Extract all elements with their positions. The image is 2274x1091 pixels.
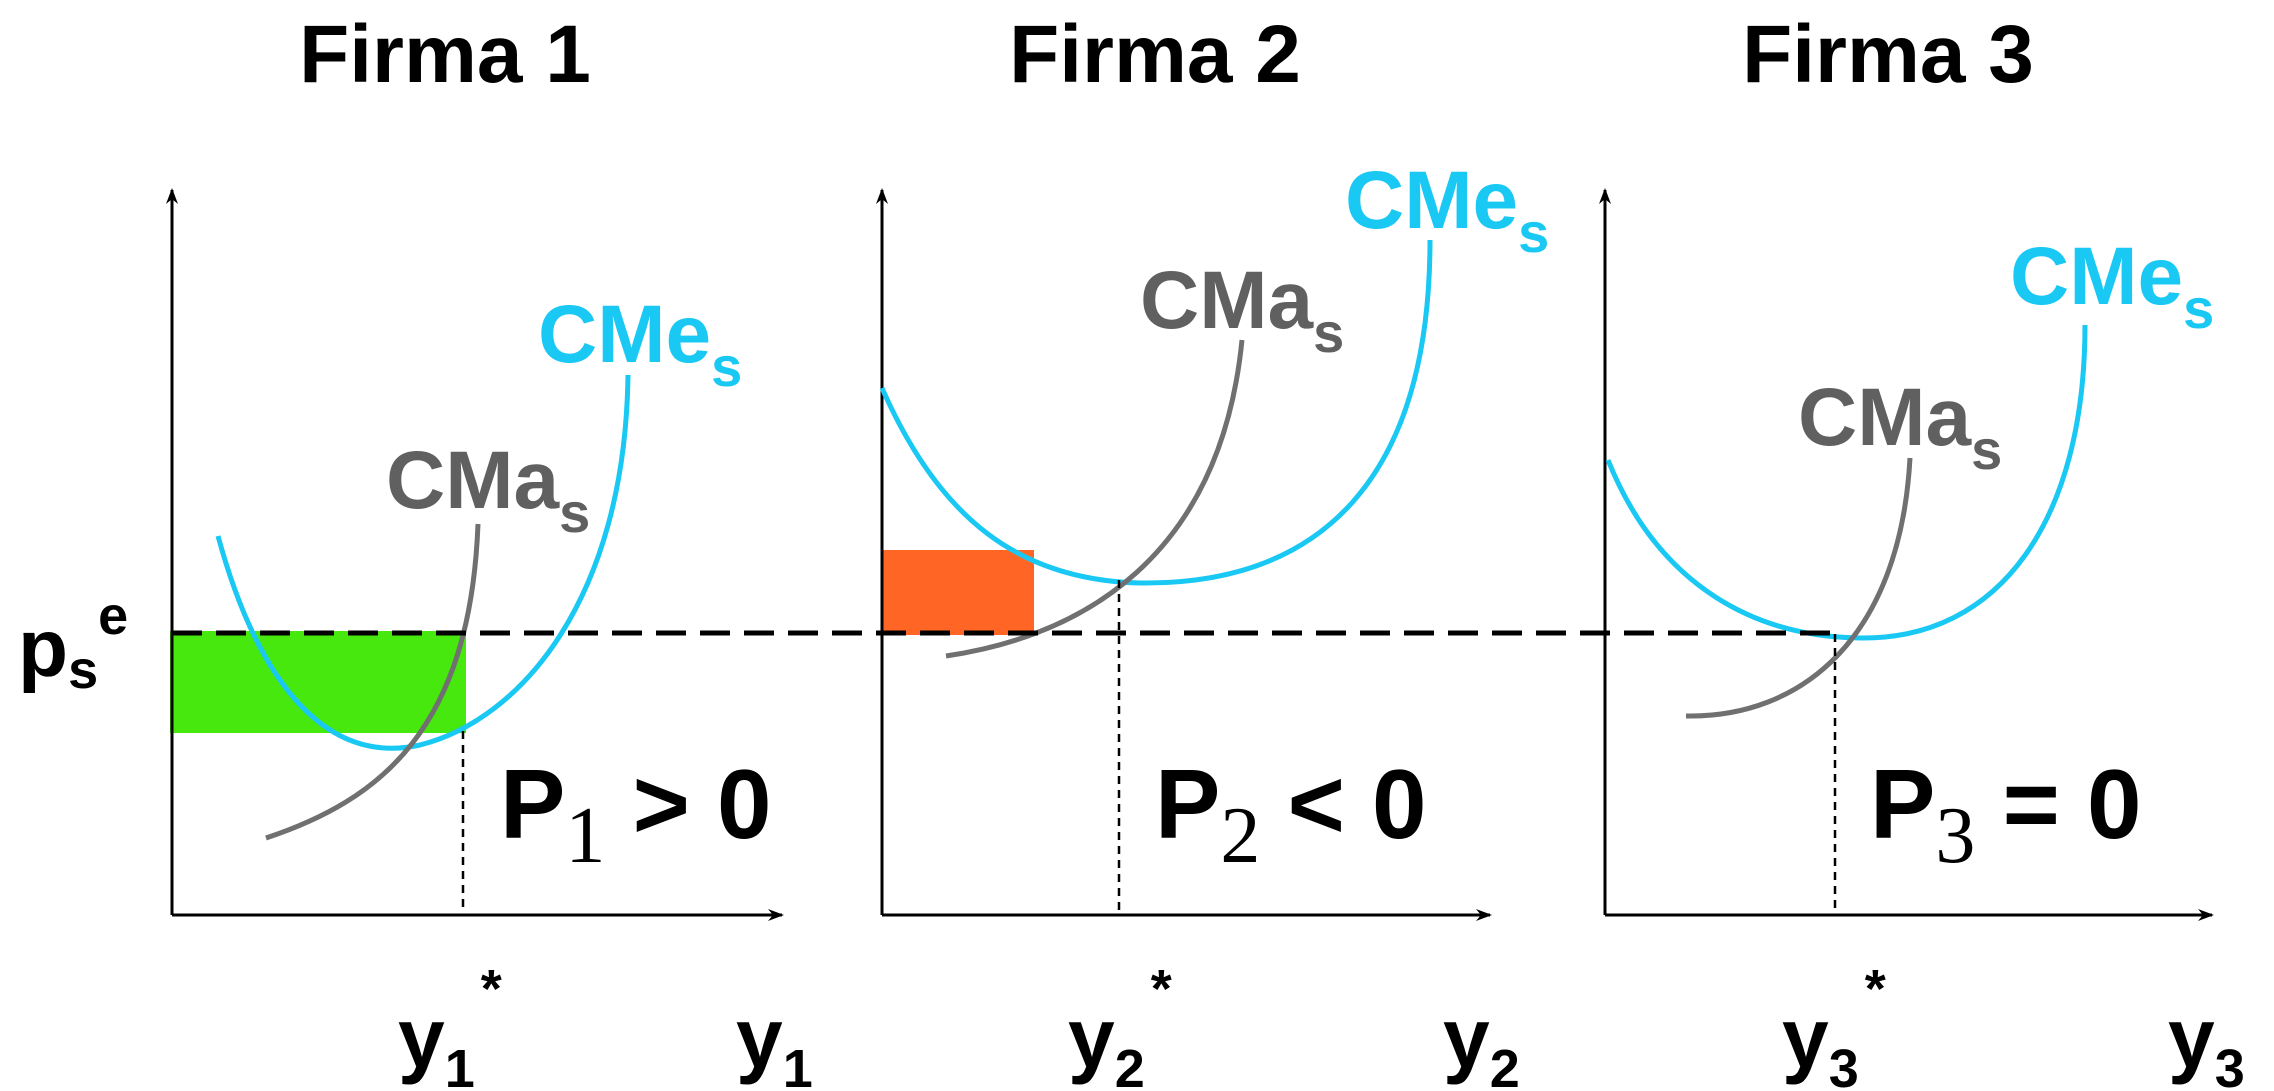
cme-curve <box>879 239 1433 586</box>
panel-firma-2: Firma 2 CMes CMas P2 < 0 y2* y2 <box>876 9 1549 1091</box>
x-axis-label: y1 <box>736 991 813 1091</box>
optimal-output-label: y3* <box>1782 959 1886 1091</box>
panel-title: Firma 3 <box>1742 9 2034 100</box>
x-axis-label: y3 <box>2168 991 2245 1091</box>
cma-label: CMas <box>1140 255 1344 364</box>
cma-label: CMas <box>1798 372 2002 481</box>
cme-curve <box>1605 324 2088 641</box>
panel-title: Firma 2 <box>1009 9 1301 100</box>
cme-label: CMes <box>2010 231 2214 340</box>
cma-label: CMas <box>386 435 590 544</box>
cme-label: CMes <box>1345 155 1549 264</box>
cme-curve <box>215 374 631 751</box>
price-label: pse <box>18 586 128 700</box>
loss-area <box>882 550 1034 635</box>
cma-curve <box>945 339 1245 659</box>
profit-label: P2 < 0 <box>1155 749 1427 880</box>
x-axis-label: y2 <box>1443 991 1520 1091</box>
profit-label: P3 = 0 <box>1870 749 2142 880</box>
profit-label: P1 > 0 <box>500 749 772 880</box>
optimal-output-label: y1* <box>398 959 502 1091</box>
panel-firma-3: Firma 3 CMes CMas P3 = 0 y3* y3 <box>1599 9 2245 1091</box>
cma-curve <box>1685 457 1913 719</box>
optimal-output-label: y2* <box>1068 959 1172 1091</box>
profit-area <box>170 631 466 733</box>
cma-curve <box>265 523 481 841</box>
cme-label: CMes <box>538 289 742 398</box>
panel-firma-1: Firma 1 CMes CMas P1 > 0 y1* y1 <box>166 9 813 1091</box>
panel-title: Firma 1 <box>299 9 591 100</box>
